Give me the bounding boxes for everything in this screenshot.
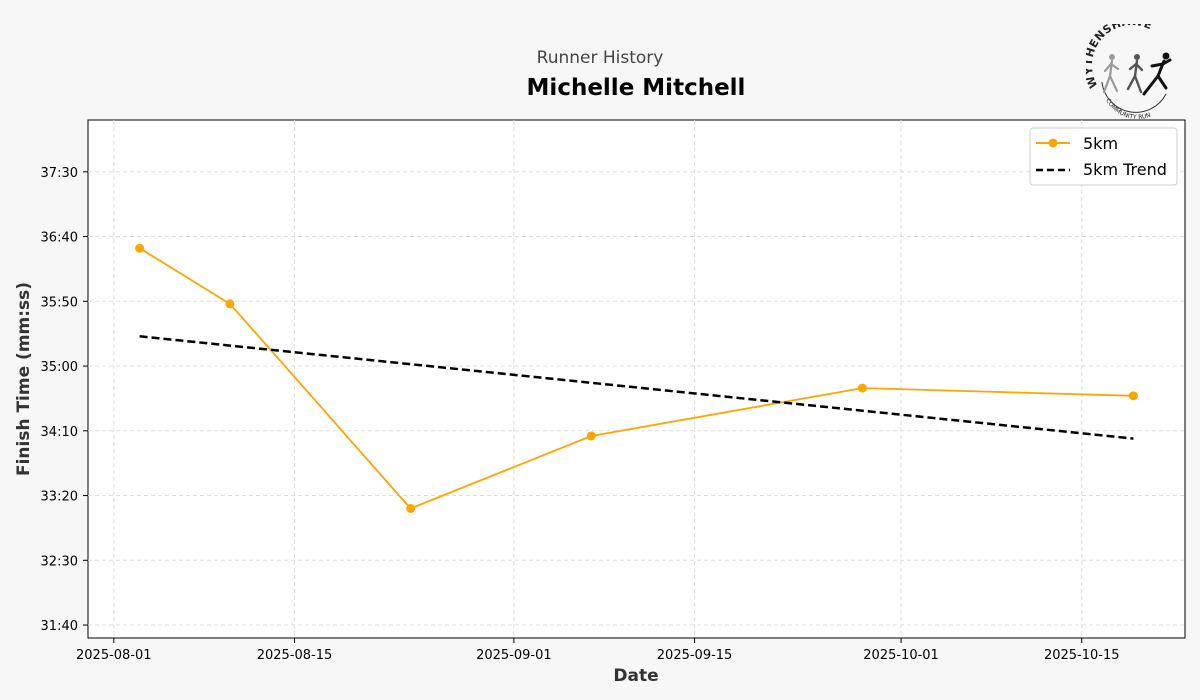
- data-point-5km: [857, 383, 867, 393]
- series-5km-line: [139, 247, 1134, 510]
- x-axis-label: Date: [613, 666, 658, 686]
- data-point-5km: [406, 504, 416, 513]
- y-axis-ticks: 31:40 32:30 33:20 34:10 35:00 35:50 36:40 37:30: [41, 166, 88, 634]
- y-tick-label: 33:20: [41, 490, 78, 505]
- x-tick-label: 2025-10-15: [1044, 648, 1120, 663]
- data-point-5km: [135, 243, 145, 253]
- legend-5km-label: 5km: [1083, 134, 1118, 153]
- y-tick-label: 36:40: [41, 231, 78, 246]
- x-tick-label: 2025-09-15: [657, 648, 733, 663]
- legend-5km-marker: [1048, 138, 1058, 148]
- logo-ring: [1101, 81, 1167, 113]
- x-tick-label: 2025-08-15: [257, 648, 333, 663]
- grid: [88, 120, 1185, 638]
- series-5km-trend-line: [139, 335, 1134, 440]
- y-axis-label: Finish Time (mm:ss): [14, 282, 34, 476]
- legend: 5km 5km Trend: [1029, 127, 1178, 186]
- chart-title: Michelle Mitchell: [527, 75, 746, 101]
- x-axis-ticks: 2025-08-01 2025-08-15 2025-09-01 2025-09-15…: [76, 638, 1120, 663]
- series-layer: [135, 243, 1138, 513]
- legend-trend-label: 5km Trend: [1083, 160, 1167, 179]
- logo-top-text: WYTHENSHAWE: [1086, 24, 1154, 90]
- chart-subtitle: Runner History: [537, 48, 664, 68]
- x-tick-label: 2025-10-01: [863, 648, 939, 663]
- x-tick-label: 2025-08-01: [76, 648, 152, 663]
- data-point-5km: [1128, 391, 1138, 401]
- logo-bottom-text: COMMUNITY RUN: [1104, 97, 1151, 120]
- y-tick-label: 31:40: [41, 619, 78, 634]
- y-tick-label: 35:00: [41, 360, 78, 375]
- y-tick-label: 35:50: [41, 295, 78, 310]
- data-point-5km: [225, 299, 235, 309]
- y-tick-label: 34:10: [41, 425, 78, 440]
- x-tick-label: 2025-09-01: [476, 648, 552, 663]
- data-point-5km: [586, 431, 596, 441]
- logo: WYTHENSHAWE COMMUNITY RUN: [1086, 24, 1172, 120]
- y-tick-label: 32:30: [41, 554, 78, 569]
- y-tick-label: 37:30: [41, 166, 78, 181]
- runners-logo-icon: [1102, 52, 1172, 96]
- plot-area: [87, 119, 1186, 639]
